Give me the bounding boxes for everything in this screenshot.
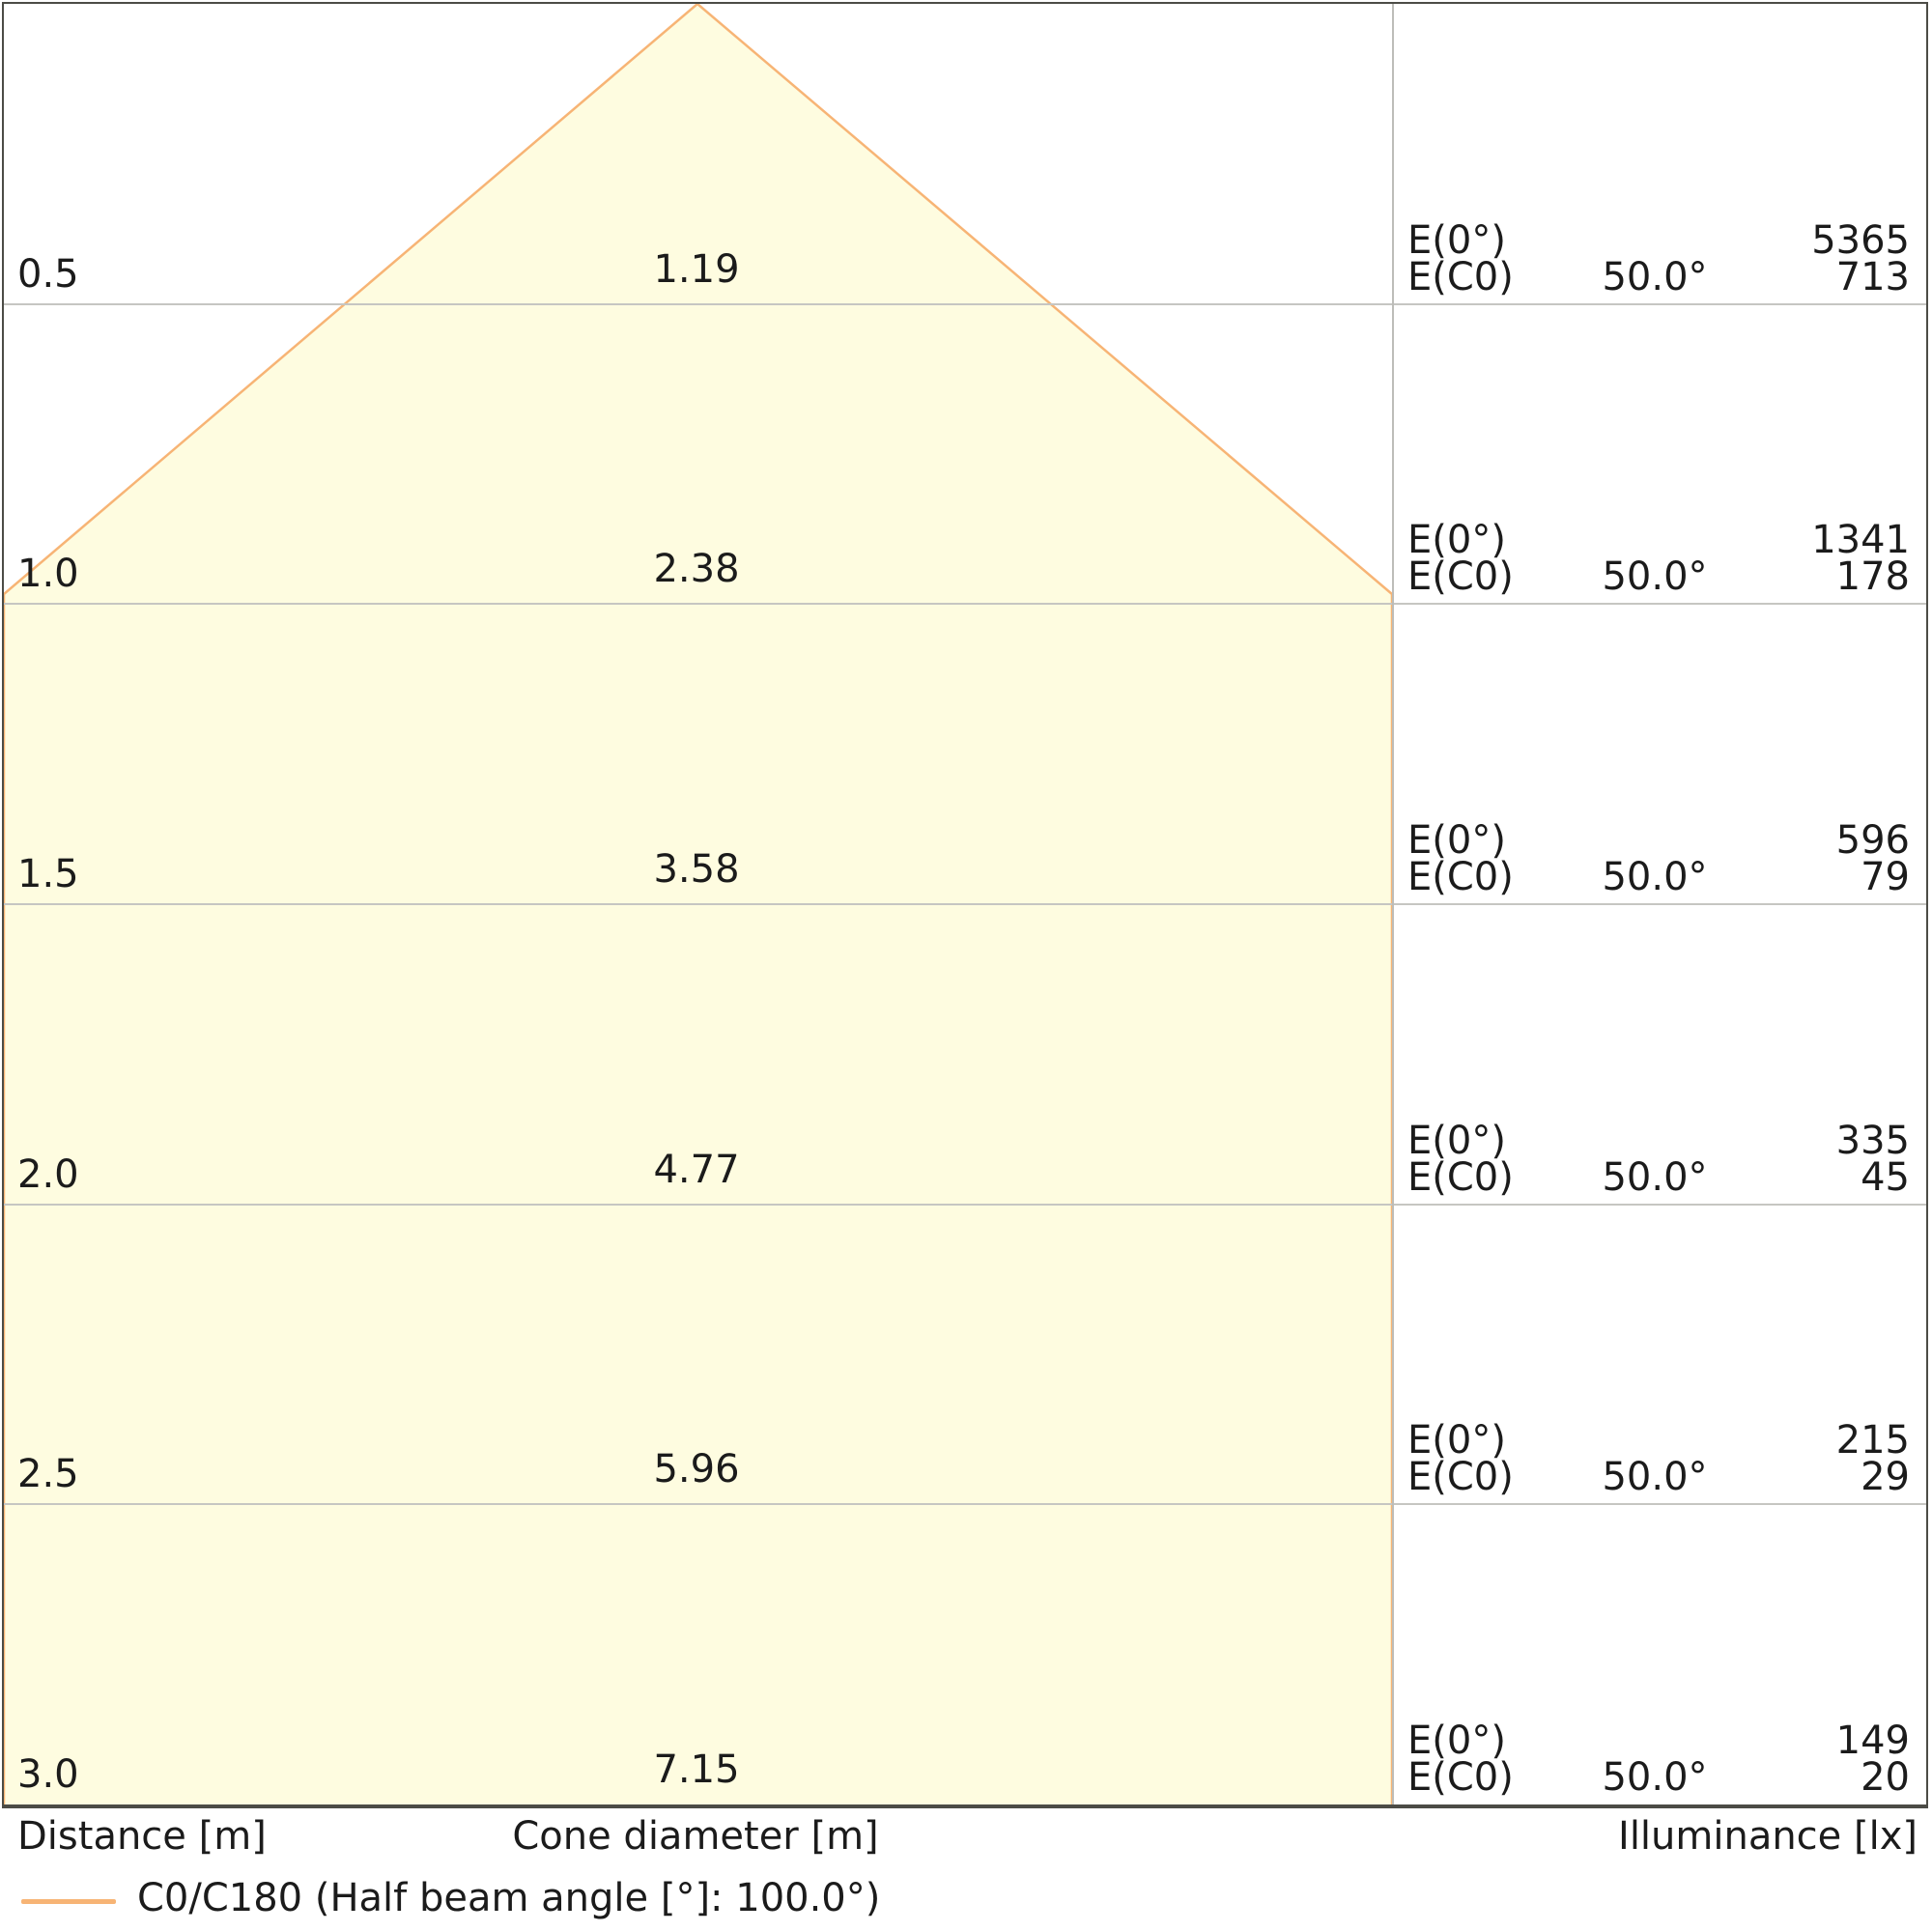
distance-label: 3.0	[17, 1752, 79, 1797]
e0-label: E(0°)	[1407, 818, 1506, 863]
e0-value: 335	[1835, 1119, 1910, 1163]
ec0-value: 713	[1835, 255, 1910, 299]
ec0-value: 79	[1861, 855, 1910, 899]
ec0-label: E(C0)	[1407, 1155, 1514, 1200]
legend: C0/C180 (Half beam angle [°]: 100.0°)	[0, 1876, 1932, 1932]
ec0-label: E(C0)	[1407, 1755, 1514, 1800]
beam-angle-value: 50.0°	[1602, 1755, 1708, 1800]
e0-value: 149	[1835, 1719, 1910, 1763]
beam-angle-value: 50.0°	[1602, 554, 1708, 599]
e0-label: E(0°)	[1407, 1719, 1506, 1763]
cone-diameter-value: 4.77	[653, 1148, 740, 1192]
legend-line-swatch	[21, 1899, 116, 1904]
distance-label: 2.0	[17, 1152, 79, 1197]
legend-label: C0/C180 (Half beam angle [°]: 100.0°)	[137, 1876, 881, 1920]
cone-diameter-value: 2.38	[653, 547, 740, 591]
distance-label: 2.5	[17, 1452, 79, 1496]
beam-angle-value: 50.0°	[1602, 1155, 1708, 1200]
distance-label: 1.0	[17, 552, 79, 596]
e0-label: E(0°)	[1407, 518, 1506, 562]
axis-label-illuminance: Illuminance [lx]	[1618, 1814, 1918, 1859]
gridline	[4, 903, 1926, 905]
e0-value: 5365	[1811, 218, 1910, 263]
axis-label-cone-diameter: Cone diameter [m]	[512, 1814, 879, 1859]
gridline	[4, 303, 1926, 305]
beam-angle-value: 50.0°	[1602, 855, 1708, 899]
e0-value: 1341	[1811, 518, 1910, 562]
gridline	[4, 1503, 1926, 1505]
beam-angle-value: 50.0°	[1602, 255, 1708, 299]
e0-value: 596	[1835, 818, 1910, 863]
ec0-value: 29	[1861, 1455, 1910, 1499]
gridline	[4, 1204, 1926, 1206]
cone-diameter-value: 3.58	[653, 847, 740, 892]
chart-plot-area: 0.5 1.19 E(0°) 5365 E(C0) 50.0° 713 1.0 …	[2, 2, 1928, 1808]
beam-angle-value: 50.0°	[1602, 1455, 1708, 1499]
e0-value: 215	[1835, 1418, 1910, 1463]
cone-diameter-value: 1.19	[653, 247, 740, 292]
x-axis-label-distance: Distance [m]	[17, 1814, 267, 1859]
ec0-label: E(C0)	[1407, 1455, 1514, 1499]
ec0-label: E(C0)	[1407, 554, 1514, 599]
ec0-value: 20	[1861, 1755, 1910, 1800]
e0-label: E(0°)	[1407, 218, 1506, 263]
ec0-value: 178	[1835, 554, 1910, 599]
ec0-label: E(C0)	[1407, 255, 1514, 299]
distance-label: 1.5	[17, 852, 79, 896]
cone-diameter-value: 5.96	[653, 1447, 740, 1492]
distance-label: 0.5	[17, 252, 79, 297]
gridline	[4, 603, 1926, 605]
e0-label: E(0°)	[1407, 1119, 1506, 1163]
illuminance-panel-divider	[1392, 4, 1394, 1804]
ec0-label: E(C0)	[1407, 855, 1514, 899]
e0-label: E(0°)	[1407, 1418, 1506, 1463]
cone-diameter-value: 7.15	[653, 1747, 740, 1792]
ec0-value: 45	[1861, 1155, 1910, 1200]
